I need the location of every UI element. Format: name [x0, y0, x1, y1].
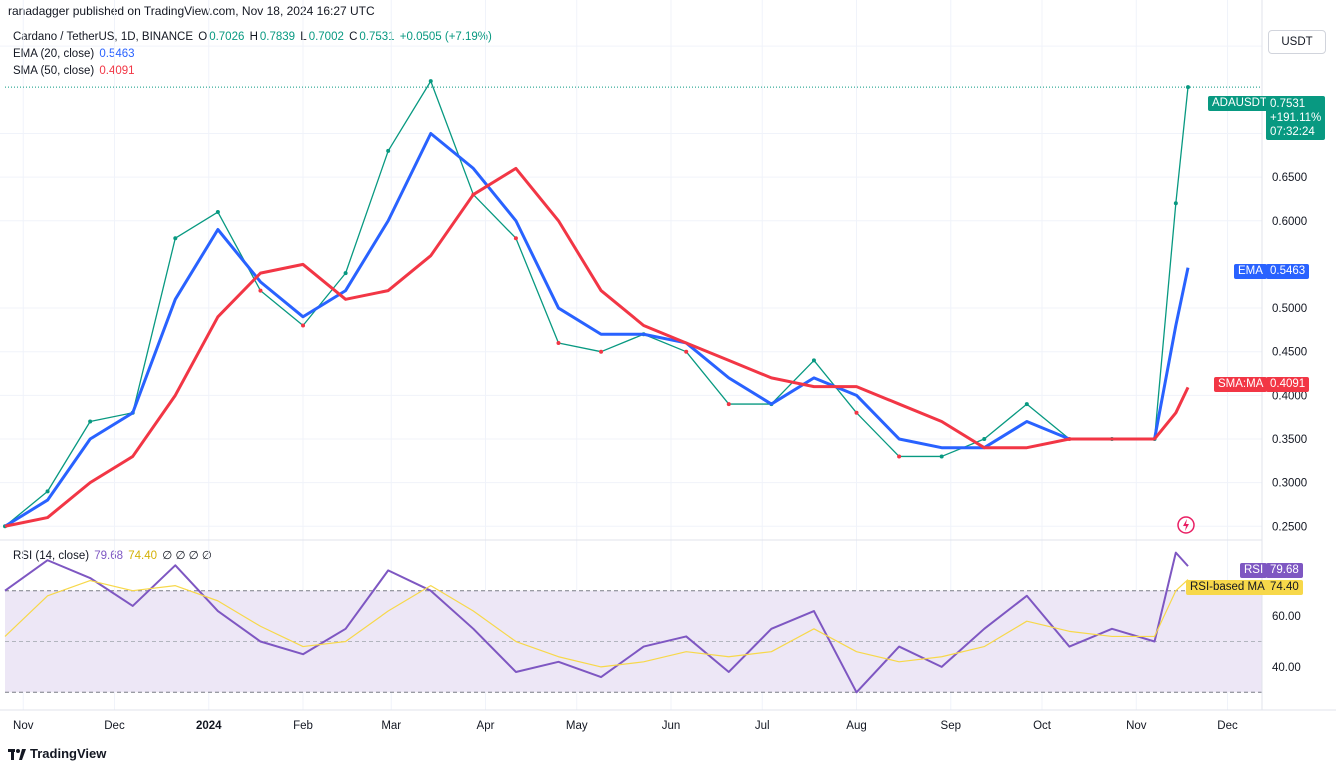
low-value: 0.7002: [308, 31, 344, 43]
time-tick-label: 2024: [196, 720, 222, 732]
sma-legend-label: SMA (50, close): [13, 65, 95, 77]
rsi-legend-extra: ∅ ∅ ∅ ∅: [162, 550, 212, 562]
series-line-ema: [4, 131, 1190, 528]
price-tick-label: 0.3000: [1272, 478, 1307, 490]
price-point: [897, 454, 902, 459]
high-label: H: [249, 31, 258, 43]
publish-caption: ranadagger published on TradingView.com,…: [8, 4, 375, 18]
series-line-adausdt: [4, 80, 1189, 527]
price-point: [982, 436, 987, 441]
price-point: [428, 79, 433, 84]
change-value: +0.0505 (+7.19%): [399, 31, 492, 43]
price-point: [386, 148, 391, 153]
sma-legend: SMA (50, close) 0.4091: [13, 65, 137, 77]
last-price-pct: +191.11%: [1270, 112, 1322, 124]
price-tick-label: 0.3500: [1272, 434, 1307, 446]
rsi-line-rsi-based-ma: [4, 579, 1189, 668]
time-tick-label: Jul: [755, 720, 770, 732]
symbol-title: Cardano / TetherUS, 1D, BINANCE: [13, 31, 194, 43]
rsi-legend-label: RSI (14, close): [13, 550, 90, 562]
rsi-axis-value: 79.68: [1266, 563, 1303, 578]
price-point: [513, 236, 518, 241]
sma-axis-value: 0.4091: [1266, 377, 1310, 392]
price-point: [45, 489, 50, 494]
ema-legend-label: EMA (20, close): [13, 48, 95, 60]
price-point: [939, 454, 944, 459]
rsi-tick-label: 60.00: [1272, 611, 1301, 623]
rsi-legend-value: 79.68: [94, 550, 124, 562]
series-line-sma-ma: [4, 166, 1190, 528]
rsi-legend: RSI (14, close) 79.68 74.40 ∅ ∅ ∅ ∅: [13, 548, 214, 562]
ema-tag: EMA: [1234, 264, 1267, 279]
time-axis[interactable]: Nov Dec 2024 Feb Mar Apr May Jun Jul Aug Sep Oct Nov…: [13, 720, 1238, 732]
price-point: [599, 349, 604, 354]
price-point: [1024, 402, 1029, 407]
ema-legend: EMA (20, close) 0.5463: [13, 48, 137, 60]
price-point: [1186, 85, 1190, 90]
symbol-legend: Cardano / TetherUS, 1D, BINANCE O 0.7026 …: [13, 31, 494, 43]
rsi-band: [5, 590, 1262, 693]
close-label: C: [349, 31, 358, 43]
sma-tag: SMA:MA: [1214, 377, 1268, 392]
price-tick-label: 0.6000: [1272, 216, 1307, 228]
open-value: 0.7026: [209, 31, 245, 43]
time-tick-label: Jun: [662, 720, 681, 732]
rsi-ma-legend-value: 74.40: [128, 550, 158, 562]
rsi-axis[interactable]: 60.00 40.00: [1272, 611, 1301, 674]
time-tick-label: May: [566, 720, 588, 732]
price-tick-label: 0.4000: [1272, 390, 1307, 402]
time-tick-label: Dec: [104, 720, 125, 732]
time-tick-label: Apr: [477, 720, 495, 732]
open-label: O: [198, 31, 208, 43]
price-point: [173, 236, 178, 241]
time-tick-label: Oct: [1033, 720, 1052, 732]
price-tick-label: 0.5000: [1272, 303, 1307, 315]
last-price-value: 0.7531: [1270, 98, 1306, 110]
time-tick-label: Sep: [941, 720, 961, 732]
sma-legend-value: 0.4091: [99, 65, 135, 77]
rsi-series: [4, 551, 1189, 694]
time-tick-label: Feb: [293, 720, 313, 732]
time-tick-label: Nov: [13, 720, 34, 732]
price-tick-label: 0.4500: [1272, 347, 1307, 359]
price-point: [301, 323, 306, 328]
rsi-ma-axis-value: 74.40: [1266, 580, 1303, 595]
grid: [0, 0, 1262, 710]
time-tick-label: Aug: [846, 720, 866, 732]
price-point: [1173, 201, 1178, 206]
price-tick-label: 0.6500: [1272, 172, 1307, 184]
high-value: 0.7839: [259, 31, 296, 43]
currency-selector[interactable]: USDT: [1268, 30, 1326, 54]
price-point: [556, 340, 561, 345]
price-tick-label: 0.2500: [1272, 521, 1307, 533]
time-tick-label: Nov: [1126, 720, 1147, 732]
symbol-tag: ADAUSDT: [1208, 96, 1271, 111]
price-series: [3, 79, 1190, 529]
price-point: [811, 358, 816, 363]
price-point: [854, 410, 859, 415]
price-point: [215, 210, 220, 215]
tradingview-logo-icon: [8, 748, 26, 760]
price-point: [343, 271, 348, 276]
rsi-tick-label: 40.00: [1272, 662, 1301, 674]
price-point: [726, 402, 731, 407]
time-tick-label: Mar: [381, 720, 401, 732]
flash-icon[interactable]: [1177, 516, 1195, 534]
last-price-tag: 0.7531 +191.11% 07:32:24: [1266, 96, 1326, 140]
rsi-tag: RSI: [1240, 563, 1268, 578]
price-point: [684, 349, 689, 354]
price-point: [88, 419, 93, 424]
ema-legend-value: 0.5463: [99, 48, 135, 60]
price-point: [258, 288, 263, 293]
rsi-line-rsi: [4, 551, 1189, 694]
rsi-ma-tag: RSI-based MA: [1186, 580, 1269, 595]
ema-axis-value: 0.5463: [1266, 264, 1310, 279]
footer-brand: TradingView: [30, 746, 107, 761]
candle-countdown: 07:32:24: [1270, 126, 1315, 138]
time-tick-label: Dec: [1217, 720, 1238, 732]
close-value: 0.7531: [359, 31, 395, 43]
tradingview-logo[interactable]: TradingView: [8, 746, 106, 761]
